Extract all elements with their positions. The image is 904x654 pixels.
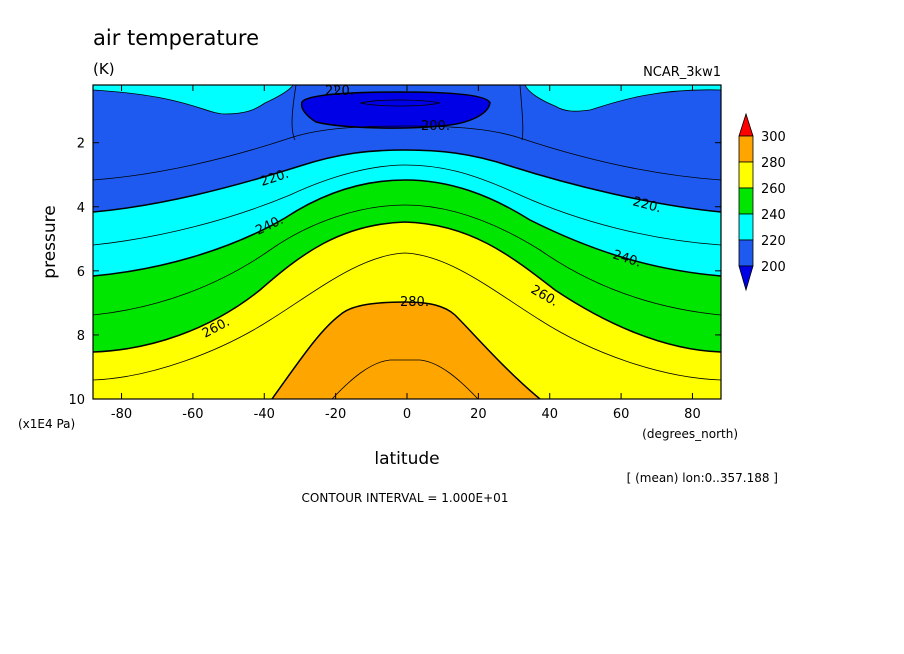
colorbar-label: 240 — [761, 208, 786, 223]
y-tick-label: 2 — [77, 137, 85, 152]
fill-280-300 — [272, 302, 540, 399]
fill-220-240-upper-left — [93, 85, 293, 114]
y-axis-title: pressure — [40, 205, 60, 278]
x-axis: -80 -60 -40 -20 0 20 40 60 80 — [111, 85, 701, 422]
colorbar-box — [738, 239, 754, 267]
y-tick-label: 8 — [77, 329, 85, 344]
colorbar-label: 280 — [761, 156, 786, 171]
colorbar-under-triangle — [738, 265, 754, 292]
y-tick-label: 10 — [68, 393, 85, 408]
x-tick-label: 20 — [470, 407, 487, 422]
y-axis-units: (x1E4 Pa) — [18, 417, 75, 431]
contour-lines — [93, 85, 721, 399]
average-note: [ (mean) lon:0..357.188 ] — [627, 471, 778, 485]
x-tick-label: -20 — [325, 407, 346, 422]
x-axis-units: (degrees_north) — [642, 427, 738, 441]
colorbar-box — [738, 161, 754, 189]
colorbar-box — [738, 187, 754, 215]
colorbar-over-triangle — [738, 112, 754, 137]
x-tick-label: 40 — [541, 407, 558, 422]
colorbar-box — [738, 135, 754, 163]
x-tick-label: -40 — [254, 407, 275, 422]
contour-field: 220. 200. 220. 220. 240. 240. 260. 260. … — [93, 84, 721, 399]
contour-label: 200. — [421, 119, 450, 134]
colorbar-box — [738, 213, 754, 241]
chart-title: air temperature — [93, 26, 259, 50]
x-tick-label: 80 — [684, 407, 701, 422]
colorbar-label: 260 — [761, 182, 786, 197]
contour-label: 280. — [400, 295, 429, 310]
colorbar: 300 280 260 240 220 200 — [738, 112, 786, 292]
x-tick-label: 60 — [613, 407, 630, 422]
model-label: NCAR_3kw1 — [643, 65, 721, 80]
y-tick-label: 4 — [77, 201, 85, 216]
x-tick-label: -60 — [182, 407, 203, 422]
x-tick-label: 0 — [403, 407, 411, 422]
x-tick-label: -80 — [111, 407, 132, 422]
colorbar-label: 300 — [761, 130, 786, 145]
y-tick-label: 6 — [77, 265, 85, 280]
units-label: (K) — [93, 60, 115, 78]
colorbar-label: 220 — [761, 234, 786, 249]
contour-label: 220. — [631, 194, 663, 216]
fill-below-200 — [301, 92, 490, 129]
contour-interval-note: CONTOUR INTERVAL = 1.000E+01 — [302, 491, 509, 505]
y-axis: 2 4 6 8 10 — [68, 137, 721, 408]
colorbar-label: 200 — [761, 260, 786, 275]
contour-label: 220. — [325, 84, 354, 99]
x-axis-title: latitude — [374, 449, 439, 469]
